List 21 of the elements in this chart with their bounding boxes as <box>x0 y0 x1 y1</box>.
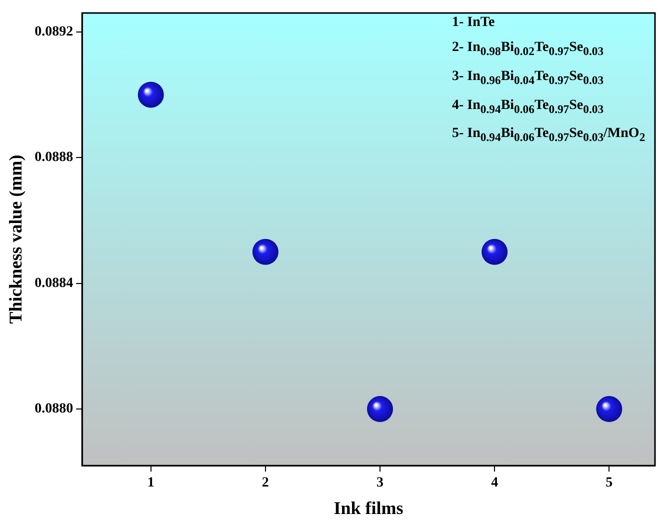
point <box>596 396 622 422</box>
annotation: 2- In$_{0.98}$Bi$_{0.02}$Te$_{0.97}$Se$_{0.03}$ <box>452 39 605 60</box>
x-tick-label: 3 <box>376 476 384 491</box>
x-tick-label: 2 <box>262 476 269 491</box>
point <box>138 82 164 108</box>
x-tick-label: 4 <box>491 476 498 491</box>
annotation: 3- In$_{0.96}$Bi$_{0.04}$Te$_{0.97}$Se$_{0.03}$ <box>452 68 605 89</box>
x-tick-label: 1 <box>147 476 154 491</box>
point <box>367 396 394 422</box>
annotation: 1- InTe <box>452 14 496 32</box>
x-tick-label: 5 <box>606 476 613 491</box>
y-tick-label: 0.0892 <box>34 24 74 40</box>
annotation: 4- In$_{0.94}$Bi$_{0.06}$Te$_{0.97}$Se$_{0.03}$ <box>452 96 605 118</box>
y-tick-label: 0.0888 <box>34 150 74 166</box>
point <box>482 238 508 265</box>
y-tick-label: 0.0880 <box>34 402 74 417</box>
text: 5- In$_{0.94}$Bi$_{0.06}$Te$_{0.97}$Se$_{0.03}$/MnO$_{2}$ <box>452 126 646 144</box>
x-axis-title: Ink films <box>334 498 404 518</box>
point <box>252 238 278 265</box>
y-tick-label: 0.0884 <box>34 276 74 291</box>
y-axis-title: Thickness value (mm) <box>5 154 26 324</box>
